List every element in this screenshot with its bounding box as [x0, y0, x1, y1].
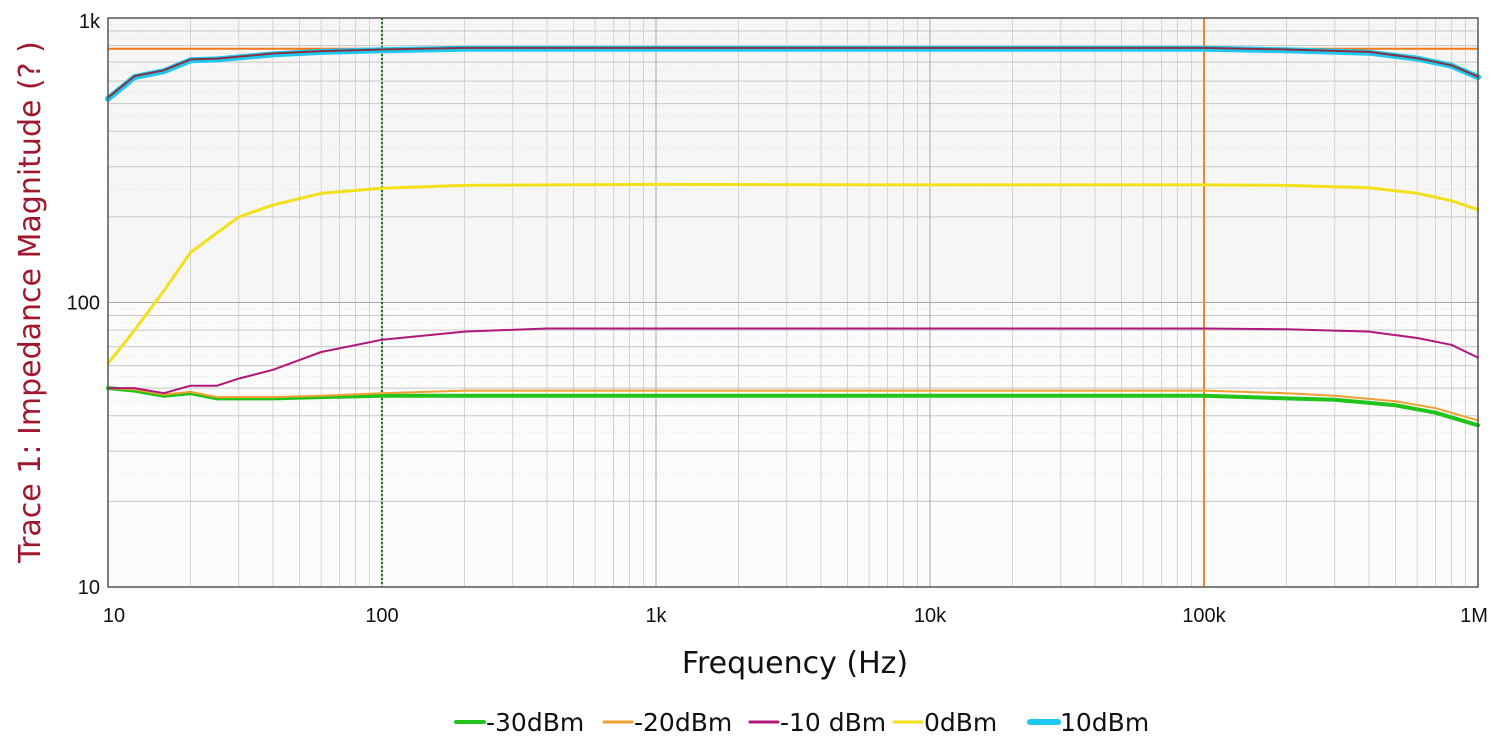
- legend-label: -30dBm: [486, 708, 584, 737]
- x-tick-labels: 10 100 1k 10k 100k 1M: [103, 605, 1488, 627]
- y-tick-labels: 10 100 1k: [67, 11, 101, 599]
- x-tick-label: 100k: [1182, 605, 1226, 627]
- y-tick-label: 1k: [79, 11, 101, 33]
- legend-label: -20dBm: [634, 708, 732, 737]
- series-lines: [105, 45, 1481, 428]
- x-axis-title: Frequency (Hz): [682, 646, 908, 681]
- plot-border: [107, 17, 1479, 588]
- x-tick-label: 10: [103, 605, 125, 627]
- x-tick-label: 100: [365, 605, 398, 627]
- legend-label: -10 dBm: [780, 708, 886, 737]
- plot-frame: [107, 17, 1479, 588]
- grid: [107, 17, 1479, 588]
- series-line--30dbm: [106, 386, 1480, 428]
- decade-band: [108, 302, 1478, 587]
- y-axis-title: Trace 1: Impedance Magnitude (? ): [13, 41, 48, 564]
- series-line-overlay: [107, 46, 1479, 99]
- series-line--10dbm: [107, 327, 1479, 395]
- decade-band: [108, 18, 1478, 303]
- legend-label: 0dBm: [924, 708, 997, 737]
- x-tick-label: 1M: [1460, 605, 1488, 627]
- series-line--20dbm: [107, 387, 1479, 422]
- legend-label: 10dBm: [1060, 708, 1149, 737]
- y-tick-label: 10: [78, 577, 100, 599]
- legend: -30dBm -20dBm -10 dBm 0dBm 10dBm: [454, 708, 1149, 737]
- y-tick-label: 100: [67, 293, 100, 315]
- x-tick-label: 10k: [914, 605, 947, 627]
- x-tick-label: 1k: [645, 605, 667, 627]
- series-line-0dbm: [106, 182, 1480, 366]
